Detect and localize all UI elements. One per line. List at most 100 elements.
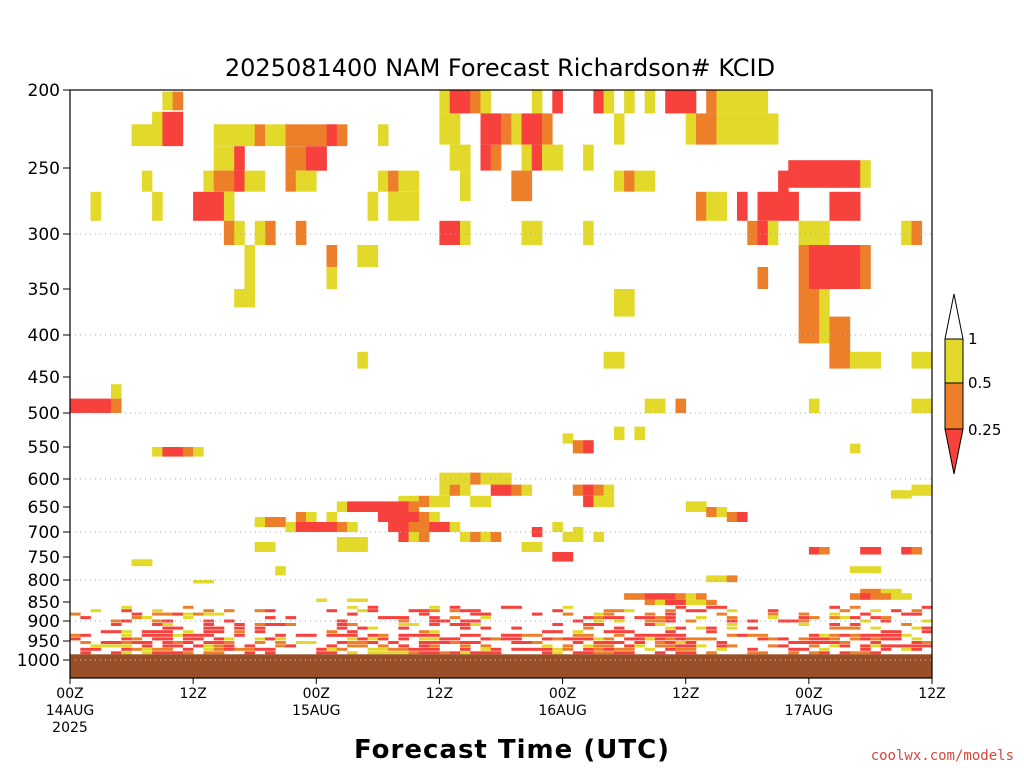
heatmap-cell bbox=[265, 220, 276, 245]
heatmap-cell bbox=[377, 512, 389, 522]
heatmap-cell bbox=[439, 220, 450, 245]
heatmap-cell bbox=[172, 111, 184, 147]
heatmap-cell bbox=[111, 644, 122, 648]
heatmap-cell bbox=[398, 633, 409, 637]
heatmap-cell bbox=[90, 609, 102, 613]
heatmap-cell bbox=[460, 144, 471, 171]
heatmap-cell bbox=[357, 644, 368, 648]
heatmap-cell bbox=[408, 170, 420, 192]
heatmap-cell bbox=[921, 641, 933, 644]
heatmap-cell bbox=[716, 647, 728, 651]
heatmap-cell bbox=[613, 651, 625, 655]
heatmap-cells bbox=[70, 90, 933, 605]
heatmap-cell bbox=[613, 616, 625, 620]
heatmap-cell bbox=[798, 623, 810, 626]
heatmap-cell bbox=[347, 612, 358, 616]
heatmap-cell bbox=[501, 484, 512, 496]
heatmap-cell bbox=[716, 605, 728, 609]
heatmap-cell bbox=[162, 612, 173, 616]
heatmap-cell bbox=[511, 605, 522, 609]
heatmap-cell bbox=[367, 605, 379, 609]
heatmap-cell bbox=[326, 512, 338, 522]
heatmap-cell bbox=[357, 501, 368, 512]
credit-link[interactable]: coolwx.com/models bbox=[871, 748, 1014, 764]
y-tick-label: 250 bbox=[28, 159, 60, 179]
heatmap-cell bbox=[408, 522, 420, 532]
heatmap-cell bbox=[141, 616, 153, 620]
heatmap-cell bbox=[613, 609, 625, 613]
heatmap-cell bbox=[418, 532, 430, 542]
heatmap-cell bbox=[613, 426, 625, 441]
heatmap-cell bbox=[336, 623, 348, 626]
heatmap-cell bbox=[860, 651, 871, 655]
heatmap-cell bbox=[583, 647, 594, 651]
heatmap-cell bbox=[767, 612, 779, 616]
heatmap-cell bbox=[665, 616, 676, 620]
heatmap-cell bbox=[449, 641, 461, 644]
heatmap-cell bbox=[726, 626, 738, 630]
heatmap-cell bbox=[429, 651, 440, 655]
x-tick-label: 16AUG bbox=[538, 703, 587, 719]
heatmap-cell bbox=[685, 609, 697, 613]
heatmap-cell bbox=[501, 605, 512, 609]
heatmap-cell bbox=[275, 566, 286, 576]
heatmap-cell bbox=[593, 647, 604, 651]
heatmap-cell bbox=[829, 160, 840, 188]
heatmap-cell bbox=[767, 220, 779, 245]
heatmap-cell bbox=[460, 623, 471, 626]
heatmap-cell bbox=[849, 245, 861, 289]
heatmap-cell bbox=[624, 630, 635, 634]
heatmap-cell bbox=[634, 593, 645, 600]
heatmap-cell bbox=[223, 644, 235, 648]
heatmap-cell bbox=[860, 593, 871, 600]
heatmap-cell bbox=[716, 191, 728, 221]
heatmap-cell bbox=[921, 630, 933, 634]
heatmap-cell bbox=[921, 398, 933, 413]
heatmap-cell bbox=[234, 630, 245, 634]
heatmap-cell bbox=[275, 633, 286, 637]
heatmap-cell bbox=[347, 644, 358, 648]
heatmap-cell bbox=[808, 160, 820, 188]
heatmap-cell bbox=[347, 623, 358, 626]
heatmap-cell bbox=[880, 593, 892, 600]
heatmap-cell bbox=[911, 351, 923, 369]
heatmap-cell bbox=[377, 170, 389, 192]
heatmap-cell bbox=[316, 651, 327, 655]
heatmap-cell bbox=[644, 616, 656, 620]
heatmap-cell bbox=[542, 647, 553, 651]
heatmap-cell bbox=[336, 647, 348, 651]
heatmap-cell bbox=[398, 191, 409, 221]
heatmap-cell bbox=[593, 644, 604, 648]
heatmap-cell bbox=[511, 647, 522, 651]
heatmap-cell bbox=[778, 619, 789, 623]
heatmap-cell bbox=[829, 637, 840, 641]
heatmap-cell bbox=[439, 641, 450, 644]
heatmap-cell bbox=[295, 124, 307, 147]
heatmap-cell bbox=[583, 144, 594, 171]
heatmap-cell bbox=[891, 588, 902, 598]
heatmap-cell bbox=[398, 616, 409, 620]
heatmap-cell bbox=[213, 146, 225, 171]
heatmap-cell bbox=[121, 630, 132, 634]
x-tick-label: 15AUG bbox=[292, 703, 341, 719]
heatmap-cell bbox=[860, 588, 871, 598]
heatmap-cell bbox=[696, 501, 707, 512]
heatmap-cell bbox=[254, 517, 266, 527]
heatmap-cell bbox=[726, 575, 738, 583]
y-tick-label: 600 bbox=[28, 470, 60, 490]
heatmap-cell bbox=[347, 637, 358, 641]
heatmap-cell bbox=[152, 633, 163, 637]
heatmap-cell bbox=[726, 512, 738, 522]
heatmap-cell bbox=[839, 626, 851, 630]
heatmap-cell bbox=[593, 90, 604, 114]
heatmap-cell bbox=[603, 637, 615, 641]
heatmap-cell bbox=[223, 170, 235, 192]
heatmap-cell bbox=[572, 484, 584, 496]
heatmap-cell bbox=[213, 170, 225, 192]
heatmap-cell bbox=[336, 626, 348, 630]
heatmap-cell bbox=[696, 113, 707, 145]
heatmap-cell bbox=[203, 630, 214, 634]
heatmap-cell bbox=[808, 637, 820, 641]
heatmap-cell bbox=[726, 616, 738, 620]
heatmap-cell bbox=[675, 633, 687, 637]
